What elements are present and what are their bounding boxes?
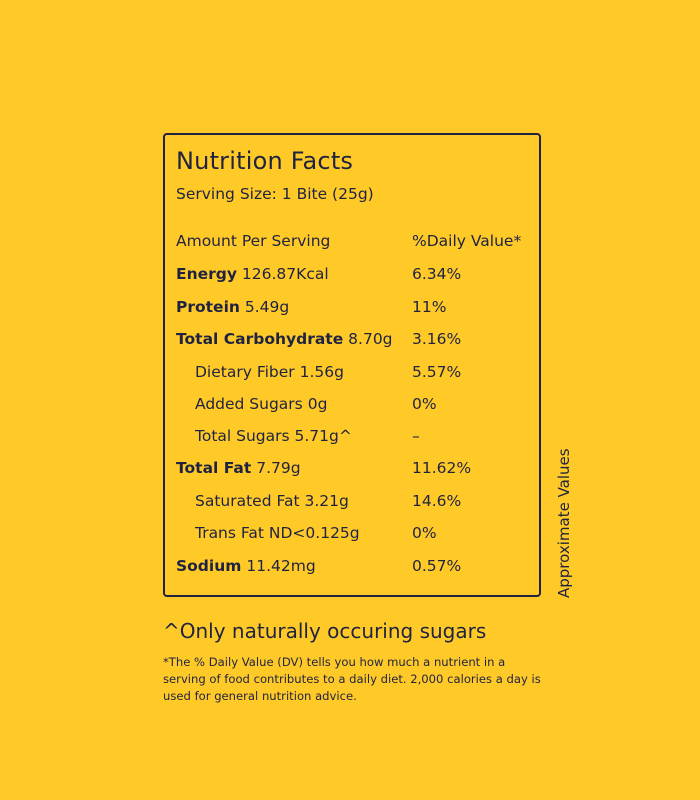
nutrition-facts-panel	[163, 133, 541, 597]
nutrient-name: Energy	[176, 265, 237, 283]
approximate-values-note: Approximate Values	[555, 448, 573, 598]
nutrient-amount: 5.71g^	[294, 427, 352, 445]
nutrient-label: Total Fat 7.79g	[176, 457, 301, 479]
nutrient-amount: ND<0.125g	[268, 524, 360, 542]
nutrient-amount: 3.21g	[304, 492, 349, 510]
nutrient-amount: 126.87Kcal	[241, 265, 329, 283]
nutrient-name: Trans Fat	[195, 524, 264, 542]
nutrient-amount: 0g	[307, 395, 328, 413]
nutrient-row-saturated-fat: Saturated Fat 3.21g 14.6%	[176, 490, 536, 512]
nutrient-label: Dietary Fiber 1.56g	[195, 361, 344, 383]
nutrient-daily-value: 0.57%	[412, 557, 462, 575]
serving-size: Serving Size: 1 Bite (25g)	[176, 185, 374, 203]
nutrient-label: Protein 5.49g	[176, 296, 289, 318]
nutrient-name: Added Sugars	[195, 395, 303, 413]
nutrient-amount: 5.49g	[244, 298, 290, 316]
nutrient-label: Trans Fat ND<0.125g	[195, 522, 360, 544]
nutrient-daily-value: 6.34%	[412, 265, 462, 283]
nutrient-row-energy: Energy 126.87Kcal 6.34%	[176, 263, 536, 285]
nutrient-daily-value: –	[412, 427, 420, 445]
daily-value-disclaimer: *The % Daily Value (DV) tells you how mu…	[163, 655, 541, 703]
nutrient-label: Sodium 11.42mg	[176, 555, 316, 577]
nutrient-row-total-sugars: Total Sugars 5.71g^ –	[176, 425, 536, 447]
nutrient-label: Total Carbohydrate 8.70g	[176, 328, 393, 350]
nutrient-amount: 7.79g	[256, 459, 301, 477]
nutrient-label: Saturated Fat 3.21g	[195, 490, 349, 512]
table-header: Amount Per Serving %Daily Value*	[176, 230, 536, 252]
nutrient-daily-value: 11.62%	[412, 459, 472, 477]
nutrient-name: Total Carbohydrate	[176, 330, 344, 348]
nutrient-row-protein: Protein 5.49g 11%	[176, 296, 536, 318]
nutrient-daily-value: 0%	[412, 395, 437, 413]
nutrient-name: Protein	[176, 298, 240, 316]
nutrient-row-total-fat: Total Fat 7.79g 11.62%	[176, 457, 536, 479]
nutrient-row-added-sugars: Added Sugars 0g 0%	[176, 393, 536, 415]
nutrient-row-sodium: Sodium 11.42mg 0.57%	[176, 555, 536, 577]
nutrient-daily-value: 0%	[412, 524, 437, 542]
nutrient-label: Added Sugars 0g	[195, 393, 327, 415]
nutrient-row-trans-fat: Trans Fat ND<0.125g 0%	[176, 522, 536, 544]
nutrient-daily-value: 14.6%	[412, 492, 462, 510]
nutrient-name: Sodium	[176, 557, 242, 575]
nutrient-amount: 1.56g	[299, 363, 344, 381]
nutrient-row-total-carbohydrate: Total Carbohydrate 8.70g 3.16%	[176, 328, 536, 350]
nutrient-label: Energy 126.87Kcal	[176, 263, 329, 285]
nutrient-name: Dietary Fiber	[195, 363, 295, 381]
sugars-footnote: ^Only naturally occuring sugars	[163, 619, 487, 643]
nutrient-name: Total Fat	[176, 459, 252, 477]
nutrient-row-dietary-fiber: Dietary Fiber 1.56g 5.57%	[176, 361, 536, 383]
nutrient-daily-value: 5.57%	[412, 363, 462, 381]
nutrient-daily-value: 11%	[412, 298, 447, 316]
nutrient-amount: 8.70g	[348, 330, 393, 348]
nutrient-amount: 11.42mg	[246, 557, 316, 575]
daily-value-header: %Daily Value*	[412, 232, 522, 250]
nutrient-name: Total Sugars	[195, 427, 290, 445]
amount-per-serving-header: Amount Per Serving	[176, 232, 331, 250]
nutrient-name: Saturated Fat	[195, 492, 300, 510]
nutrient-daily-value: 3.16%	[412, 330, 462, 348]
nutrition-facts-title: Nutrition Facts	[176, 147, 354, 175]
nutrient-label: Total Sugars 5.71g^	[195, 425, 352, 447]
